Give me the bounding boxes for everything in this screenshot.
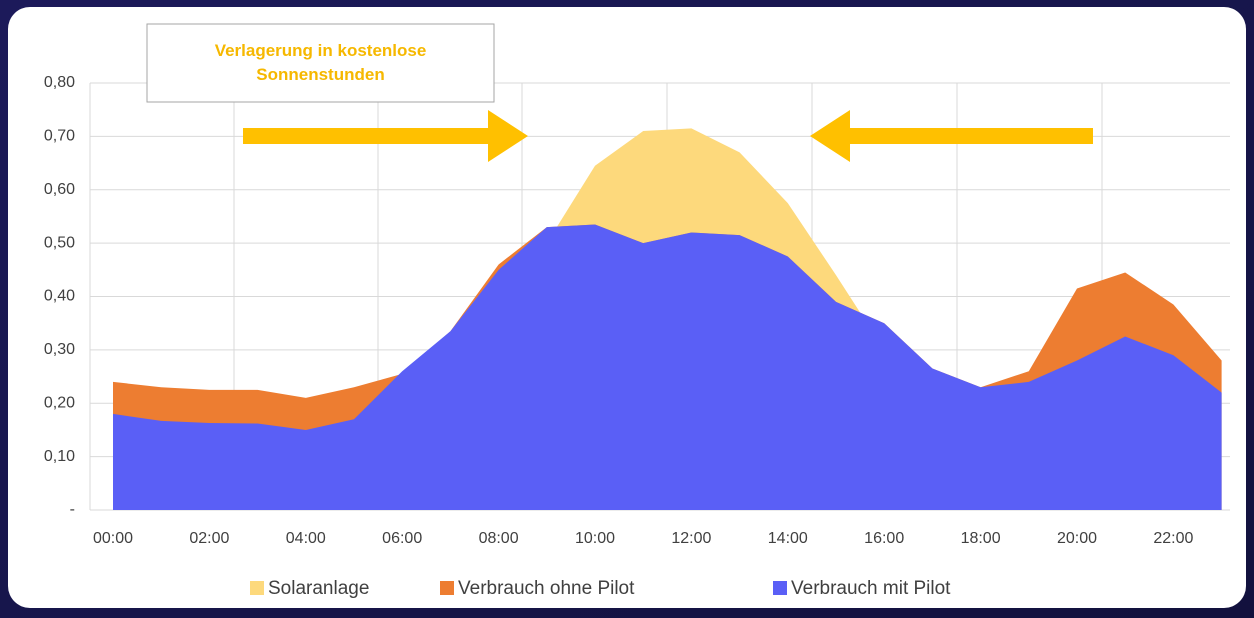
annotation-box bbox=[146, 23, 495, 103]
y-tick-label: 0,70 bbox=[44, 128, 75, 145]
x-tick-label: 02:00 bbox=[189, 530, 229, 547]
x-tick-label: 04:00 bbox=[286, 530, 326, 547]
legend-label: Solaranlage bbox=[268, 578, 369, 599]
legend-label: Verbrauch mit Pilot bbox=[791, 578, 951, 599]
x-tick-label: 20:00 bbox=[1057, 530, 1097, 547]
y-tick-label: - bbox=[70, 501, 75, 518]
y-tick-label: 0,60 bbox=[44, 181, 75, 198]
plot bbox=[90, 82, 1230, 511]
annotation-holder: Verlagerung in kostenlose Sonnenstunden bbox=[214, 41, 427, 84]
arrow-left bbox=[810, 110, 1093, 162]
y-tick-label: 0,50 bbox=[44, 234, 75, 251]
legend-label: Verbrauch ohne Pilot bbox=[458, 578, 635, 599]
annotation: Verlagerung in kostenlose Sonnenstunden bbox=[214, 41, 427, 84]
legend-swatch bbox=[440, 581, 454, 595]
x-tick-label: 22:00 bbox=[1153, 530, 1193, 547]
legend-swatch bbox=[773, 581, 787, 595]
y-tick-label: 0,80 bbox=[44, 74, 75, 91]
x-tick-label: 14:00 bbox=[768, 530, 808, 547]
x-tick-label: 10:00 bbox=[575, 530, 615, 547]
y-tick-label: 0,10 bbox=[44, 448, 75, 465]
legend-swatch bbox=[250, 581, 264, 595]
y-tick-label: 0,40 bbox=[44, 288, 75, 305]
area bbox=[113, 224, 1222, 510]
x-tick-label: 00:00 bbox=[93, 530, 133, 547]
arrow-right bbox=[243, 110, 528, 162]
y-tick-label: 0,30 bbox=[44, 341, 75, 358]
x-tick-label: 18:00 bbox=[961, 530, 1001, 547]
x-tick-label: 12:00 bbox=[671, 530, 711, 547]
x-tick-label: 16:00 bbox=[864, 530, 904, 547]
x-tick-label: 08:00 bbox=[479, 530, 519, 547]
y-tick-label: 0,20 bbox=[44, 394, 75, 411]
x-tick-label: 06:00 bbox=[382, 530, 422, 547]
